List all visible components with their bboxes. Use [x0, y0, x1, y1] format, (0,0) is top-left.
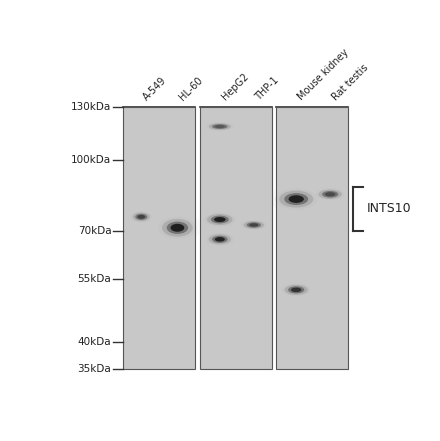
Ellipse shape [162, 219, 193, 237]
Bar [123, 107, 195, 369]
Ellipse shape [325, 192, 335, 196]
Ellipse shape [128, 210, 155, 224]
Ellipse shape [244, 221, 264, 229]
Ellipse shape [212, 236, 227, 243]
Ellipse shape [209, 234, 231, 244]
Ellipse shape [171, 224, 184, 232]
Ellipse shape [289, 195, 304, 203]
Ellipse shape [269, 186, 323, 213]
Ellipse shape [207, 214, 233, 225]
Bar [200, 107, 272, 369]
Ellipse shape [285, 285, 308, 295]
Ellipse shape [202, 121, 238, 132]
Text: THP-1: THP-1 [254, 75, 281, 102]
Bar [276, 107, 348, 369]
Ellipse shape [199, 210, 240, 228]
Ellipse shape [215, 237, 225, 242]
Ellipse shape [284, 193, 308, 205]
Bar [123, 107, 195, 369]
Text: 35kDa: 35kDa [77, 364, 111, 374]
Ellipse shape [282, 284, 311, 296]
Ellipse shape [133, 213, 150, 221]
Ellipse shape [206, 233, 234, 246]
Text: 100kDa: 100kDa [71, 154, 111, 164]
Ellipse shape [202, 231, 238, 247]
Ellipse shape [211, 216, 229, 224]
Text: HepG2: HepG2 [220, 71, 250, 102]
Ellipse shape [158, 217, 197, 239]
Text: 55kDa: 55kDa [77, 274, 111, 284]
Ellipse shape [214, 217, 226, 222]
Ellipse shape [288, 286, 304, 293]
Ellipse shape [131, 211, 152, 222]
Ellipse shape [215, 125, 225, 128]
Bar [276, 107, 348, 369]
Ellipse shape [312, 187, 349, 202]
Ellipse shape [167, 221, 188, 234]
Ellipse shape [275, 188, 318, 209]
Text: 130kDa: 130kDa [71, 102, 111, 112]
Ellipse shape [241, 220, 267, 230]
Ellipse shape [137, 215, 145, 219]
Ellipse shape [315, 188, 345, 200]
Bar [200, 107, 272, 369]
Ellipse shape [153, 213, 202, 242]
Text: HL-60: HL-60 [177, 75, 205, 102]
Text: Mouse kidney: Mouse kidney [296, 48, 351, 102]
Ellipse shape [291, 288, 301, 292]
Ellipse shape [322, 191, 338, 198]
Ellipse shape [209, 123, 231, 130]
Text: A-549: A-549 [141, 75, 169, 102]
Text: INTS10: INTS10 [367, 202, 412, 216]
Ellipse shape [206, 122, 234, 131]
Ellipse shape [278, 282, 315, 298]
Ellipse shape [279, 191, 313, 208]
Ellipse shape [212, 124, 227, 129]
Text: 70kDa: 70kDa [77, 226, 111, 235]
Ellipse shape [136, 214, 147, 220]
Ellipse shape [238, 219, 270, 231]
Ellipse shape [319, 190, 342, 199]
Ellipse shape [249, 223, 258, 227]
Text: Rat testis: Rat testis [330, 62, 370, 102]
Text: 40kDa: 40kDa [77, 337, 111, 347]
Ellipse shape [204, 213, 236, 227]
Ellipse shape [247, 222, 261, 228]
